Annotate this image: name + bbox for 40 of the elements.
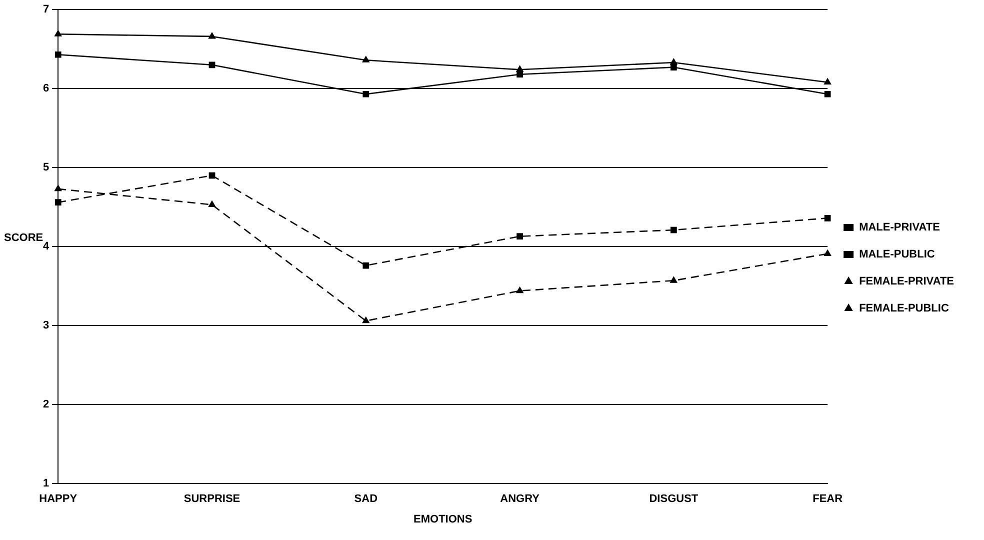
legend-label: MALE-PRIVATE — [859, 222, 940, 234]
y-tick-label: 7 — [42, 4, 50, 16]
y-tick-label: 4 — [42, 240, 50, 253]
y-tick-label: 5 — [42, 162, 50, 174]
point — [516, 286, 524, 294]
point — [208, 200, 216, 207]
legend-label: FEMALE-PRIVATE — [859, 276, 954, 288]
point — [824, 90, 831, 98]
x-axis-title: EMOTIONS — [414, 513, 472, 526]
y-axis-title: SCORE — [4, 232, 44, 244]
x-tick-label: DISGUST — [649, 493, 698, 506]
x-tick-label: ANGRY — [500, 493, 540, 506]
point — [670, 226, 677, 234]
point — [516, 233, 523, 240]
point — [208, 32, 216, 39]
point — [362, 262, 370, 269]
point — [54, 199, 62, 206]
point — [362, 316, 370, 324]
point — [362, 90, 370, 98]
point — [670, 276, 678, 283]
legend-label: FEMALE-PUBLIC — [859, 302, 949, 315]
point — [54, 184, 62, 192]
point — [54, 30, 62, 36]
x-tick-label: SURPRISE — [184, 493, 240, 506]
point — [824, 249, 832, 256]
point — [208, 62, 216, 68]
y-tick-label: 6 — [42, 82, 50, 95]
x-tick-label: FEAR — [812, 493, 843, 506]
point — [54, 51, 62, 58]
y-tick-label: 3 — [42, 320, 50, 332]
point — [824, 214, 831, 222]
y-tick-label: 1 — [42, 478, 50, 490]
point — [516, 71, 523, 78]
point — [670, 64, 677, 70]
x-tick-label: SAD — [354, 493, 378, 506]
x-tick-label: HAPPY — [39, 493, 78, 506]
point — [362, 56, 370, 62]
legend-label: MALE-PUBLIC — [859, 248, 935, 261]
y-tick-label: 2 — [42, 398, 50, 411]
point — [824, 78, 832, 85]
